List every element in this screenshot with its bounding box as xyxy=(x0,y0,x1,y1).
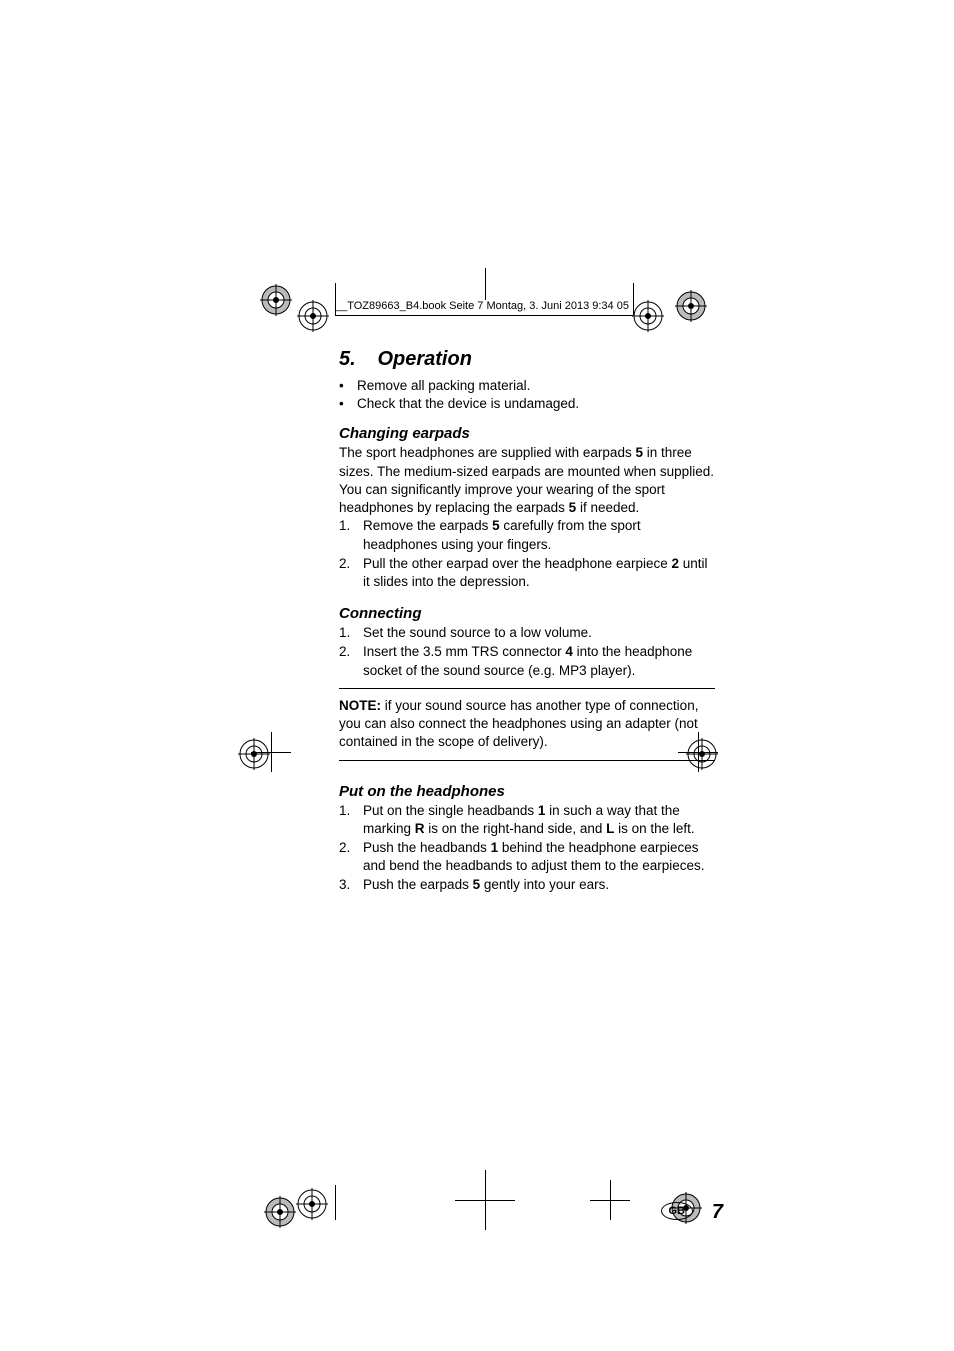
lang-badge: GB xyxy=(661,1202,694,1220)
list-item: 1. Remove the earpads 5 carefully from t… xyxy=(339,517,715,553)
list-item: 3. Push the earpads 5 gently into your e… xyxy=(339,876,715,894)
text-run: The sport headphones are supplied with e… xyxy=(339,445,635,460)
list-item: 1. Set the sound source to a low volume. xyxy=(339,624,715,642)
text-run: Remove the earpads xyxy=(363,518,492,533)
step-num: 1. xyxy=(339,802,350,820)
note-label: NOTE: xyxy=(339,698,381,713)
ref-num: 4 xyxy=(565,644,573,659)
step-num: 2. xyxy=(339,839,350,857)
step-num: 2. xyxy=(339,643,350,661)
text-run: Put on the single headbands xyxy=(363,803,538,818)
puton-heading: Put on the headphones xyxy=(339,783,715,800)
text-run: Insert the 3.5 mm TRS connector xyxy=(363,644,565,659)
list-item: 2. Pull the other earpad over the headph… xyxy=(339,555,715,591)
ref-num: 5 xyxy=(492,518,500,533)
section-number: 5. xyxy=(339,348,373,371)
step-num: 1. xyxy=(339,624,350,642)
puton-steps: 1. Put on the single headbands 1 in such… xyxy=(339,802,715,895)
step-num: 1. xyxy=(339,517,350,535)
text-run: if needed. xyxy=(576,500,639,515)
divider xyxy=(339,688,715,689)
note-block: NOTE: if your sound source has another t… xyxy=(339,697,715,752)
ref-num: 5 xyxy=(473,877,481,892)
page-footer: GB 7 xyxy=(265,1190,715,1220)
lang-badge-text: GB xyxy=(661,1202,694,1220)
connecting-heading: Connecting xyxy=(339,605,715,622)
page-content: 5. Operation Remove all packing material… xyxy=(265,280,715,1220)
bullet-item: Remove all packing material. xyxy=(339,377,715,395)
changing-heading: Changing earpads xyxy=(339,425,715,442)
bullet-item: Check that the device is undamaged. xyxy=(339,395,715,413)
text-run: Push the headbands xyxy=(363,840,491,855)
ref-num: 5 xyxy=(635,445,643,460)
text-run: Set the sound source to a low volume. xyxy=(363,625,592,640)
section-title: Operation xyxy=(377,348,471,370)
text-run: is on the left. xyxy=(614,821,694,836)
list-item: 2. Insert the 3.5 mm TRS connector 4 int… xyxy=(339,643,715,679)
text-run: gently into your ears. xyxy=(480,877,609,892)
text-run: Push the earpads xyxy=(363,877,473,892)
text-run: Pull the other earpad over the headphone… xyxy=(363,556,671,571)
connecting-steps: 1. Set the sound source to a low volume.… xyxy=(339,624,715,680)
step-num: 2. xyxy=(339,555,350,573)
intro-bullets: Remove all packing material. Check that … xyxy=(339,377,715,413)
page-number: 7 xyxy=(712,1201,723,1224)
divider xyxy=(339,760,715,761)
ref-num: 1 xyxy=(491,840,499,855)
step-num: 3. xyxy=(339,876,350,894)
text-run: is on the right-hand side, and xyxy=(425,821,607,836)
section-heading: 5. Operation xyxy=(265,348,715,371)
note-text: if your sound source has another type of… xyxy=(339,698,698,749)
changing-intro: The sport headphones are supplied with e… xyxy=(339,444,715,517)
ref-num: 2 xyxy=(671,556,679,571)
changing-steps: 1. Remove the earpads 5 carefully from t… xyxy=(339,517,715,591)
list-item: 2. Push the headbands 1 behind the headp… xyxy=(339,839,715,875)
ref-key: R xyxy=(415,821,425,836)
list-item: 1. Put on the single headbands 1 in such… xyxy=(339,802,715,838)
